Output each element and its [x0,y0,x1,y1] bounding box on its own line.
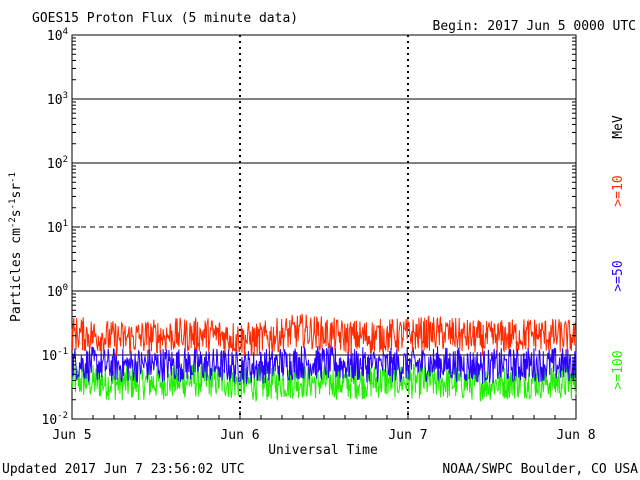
y-axis: 10-2 10-1 100 101 102 103 104 [42,27,576,428]
y-axis-label-sr: sr [9,183,24,199]
series-line-ge50 [71,344,577,384]
legend: MeV >=10 >=50 >=100 [611,115,626,389]
legend-entry: >=10 [611,175,626,206]
x-tick-label: Jun 8 [556,428,595,443]
y-axis-label-exp3: -1 [8,172,18,183]
legend-entry: >=50 [611,260,626,291]
y-axis-label: Particles cm-2s-1sr-1 [8,172,24,322]
legend-unit: MeV [611,115,626,139]
x-axis-label: Universal Time [268,443,378,458]
x-tick-label: Jun 5 [52,428,91,443]
y-tick-label: 103 [47,91,68,108]
x-axis: Jun 5 Jun 6 Jun 7 Jun 8 [52,411,596,443]
series-layer [71,313,577,402]
y-tick-label: 104 [47,27,68,44]
series-line-ge10 [71,313,577,356]
y-tick-label: 100 [47,283,68,300]
source-credit: NOAA/SWPC Boulder, CO USA [442,462,638,477]
day-divider-ticks [239,35,409,419]
y-axis-label-text: Particles cm [9,228,24,322]
y-axis-label-exp1: -2 [8,217,18,228]
chart-title: GOES15 Proton Flux (5 minute data) [32,11,298,26]
series-line-ge100 [71,362,577,402]
y-tick-label: 101 [47,219,68,236]
legend-entry: >=100 [611,350,626,389]
y-tick-label: 102 [47,155,68,172]
threshold-lines [72,98,576,356]
y-axis-label-exp2: -1 [8,199,18,210]
x-tick-label: Jun 7 [388,428,427,443]
y-axis-label-s: s [9,209,24,217]
x-tick-label: Jun 6 [220,428,259,443]
y-tick-label: 10-1 [42,347,69,364]
y-tick-label: 10-2 [42,411,69,428]
updated-timestamp: Updated 2017 Jun 7 23:56:02 UTC [2,462,245,477]
begin-time-label: Begin: 2017 Jun 5 0000 UTC [433,19,637,34]
